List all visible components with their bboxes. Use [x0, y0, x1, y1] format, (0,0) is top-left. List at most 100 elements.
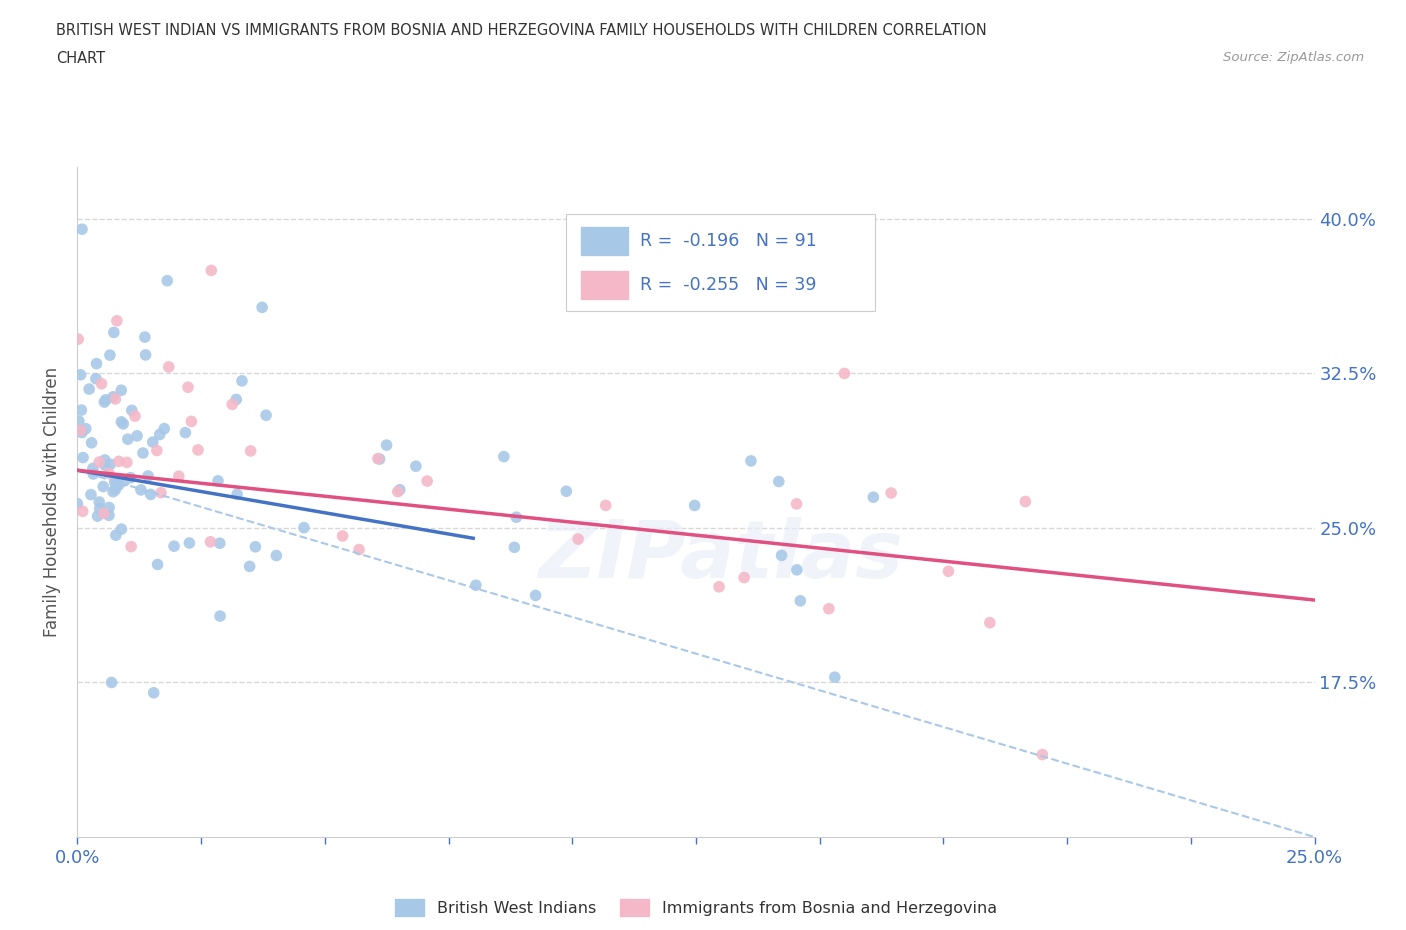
Text: R =  -0.255   N = 39: R = -0.255 N = 39: [640, 275, 817, 294]
Point: [332, 528, 354, 543]
Point: [239, 559, 262, 574]
Point: [146, 557, 169, 572]
Point: [104, 483, 127, 498]
Point: [375, 438, 398, 453]
Point: [416, 473, 439, 488]
Text: ZIPatlas: ZIPatlas: [538, 517, 903, 595]
Point: [108, 454, 131, 469]
Point: [221, 397, 243, 412]
Point: [209, 608, 232, 623]
Point: [67, 332, 90, 347]
Point: [149, 427, 172, 442]
Point: [98, 457, 121, 472]
Point: [979, 616, 1001, 631]
FancyBboxPatch shape: [581, 227, 628, 255]
Point: [555, 484, 578, 498]
Point: [112, 417, 135, 432]
Point: [139, 487, 162, 502]
Point: [82, 467, 104, 482]
Point: [89, 455, 111, 470]
Point: [207, 473, 229, 488]
Point: [187, 443, 209, 458]
Point: [127, 429, 149, 444]
Point: [120, 539, 142, 554]
Point: [595, 498, 617, 512]
Point: [200, 535, 222, 550]
Point: [120, 471, 142, 485]
Point: [105, 313, 128, 328]
FancyBboxPatch shape: [581, 271, 628, 299]
Point: [387, 485, 409, 499]
Point: [93, 394, 115, 409]
Point: [77, 381, 100, 396]
Point: [179, 536, 201, 551]
Text: R =  -0.196   N = 91: R = -0.196 N = 91: [640, 232, 817, 250]
Point: [110, 415, 132, 430]
Point: [104, 392, 127, 406]
Point: [90, 377, 112, 392]
Point: [98, 500, 121, 515]
Point: [1014, 494, 1036, 509]
Point: [367, 451, 389, 466]
Point: [110, 522, 132, 537]
Point: [786, 563, 808, 578]
Point: [707, 579, 730, 594]
Point: [862, 490, 884, 505]
Point: [135, 348, 157, 363]
Point: [110, 383, 132, 398]
Text: CHART: CHART: [56, 51, 105, 66]
Point: [70, 221, 93, 236]
Point: [770, 548, 793, 563]
Point: [124, 408, 146, 423]
Point: [69, 423, 91, 438]
Point: [114, 473, 136, 488]
Point: [146, 443, 169, 458]
Point: [101, 390, 124, 405]
Point: [103, 325, 125, 339]
Point: [388, 483, 411, 498]
Point: [98, 348, 121, 363]
Point: [94, 458, 117, 472]
Point: [129, 483, 152, 498]
Text: BRITISH WEST INDIAN VS IMMIGRANTS FROM BOSNIA AND HERZEGOVINA FAMILY HOUSEHOLDS : BRITISH WEST INDIAN VS IMMIGRANTS FROM B…: [56, 23, 987, 38]
Point: [824, 670, 846, 684]
Point: [82, 461, 104, 476]
Point: [101, 485, 124, 499]
Point: [156, 273, 179, 288]
Point: [347, 542, 370, 557]
Point: [768, 474, 790, 489]
Point: [98, 508, 121, 523]
Point: [94, 453, 117, 468]
Point: [72, 450, 94, 465]
Point: [107, 476, 129, 491]
Point: [492, 449, 515, 464]
Point: [89, 501, 111, 516]
Point: [208, 536, 231, 551]
Point: [167, 469, 190, 484]
Point: [66, 497, 89, 512]
Legend: British West Indians, Immigrants from Bosnia and Herzegovina: British West Indians, Immigrants from Bo…: [395, 899, 997, 916]
Point: [157, 360, 180, 375]
Point: [818, 602, 841, 617]
Point: [177, 379, 200, 394]
Point: [104, 475, 127, 490]
Point: [938, 564, 960, 578]
Point: [254, 408, 277, 423]
Point: [91, 479, 114, 494]
Point: [231, 374, 253, 389]
Point: [93, 506, 115, 521]
Point: [94, 392, 117, 407]
Point: [70, 403, 93, 418]
Point: [117, 432, 139, 446]
Point: [80, 487, 103, 502]
Point: [100, 675, 122, 690]
Point: [245, 539, 267, 554]
Point: [180, 414, 202, 429]
Point: [226, 486, 249, 501]
Point: [405, 458, 427, 473]
Point: [70, 425, 93, 440]
Point: [84, 371, 107, 386]
Point: [834, 366, 856, 381]
Point: [250, 299, 273, 314]
Point: [107, 478, 129, 493]
